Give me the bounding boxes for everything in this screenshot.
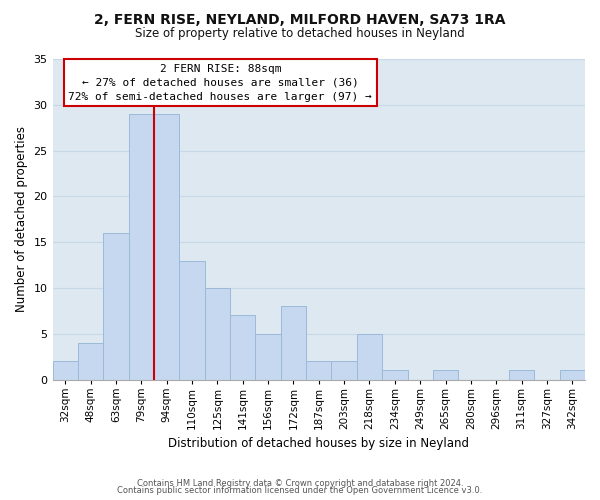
Text: Size of property relative to detached houses in Neyland: Size of property relative to detached ho…: [135, 28, 465, 40]
Bar: [179, 260, 205, 380]
Bar: [433, 370, 458, 380]
Bar: [331, 362, 357, 380]
Bar: [78, 343, 103, 380]
Bar: [154, 114, 179, 380]
X-axis label: Distribution of detached houses by size in Neyland: Distribution of detached houses by size …: [168, 437, 469, 450]
Text: 2, FERN RISE, NEYLAND, MILFORD HAVEN, SA73 1RA: 2, FERN RISE, NEYLAND, MILFORD HAVEN, SA…: [94, 12, 506, 26]
Bar: [53, 362, 78, 380]
Bar: [281, 306, 306, 380]
Bar: [560, 370, 585, 380]
Bar: [256, 334, 281, 380]
Bar: [205, 288, 230, 380]
Text: Contains HM Land Registry data © Crown copyright and database right 2024.: Contains HM Land Registry data © Crown c…: [137, 478, 463, 488]
Y-axis label: Number of detached properties: Number of detached properties: [15, 126, 28, 312]
Text: Contains public sector information licensed under the Open Government Licence v3: Contains public sector information licen…: [118, 486, 482, 495]
Bar: [128, 114, 154, 380]
Bar: [230, 316, 256, 380]
Bar: [509, 370, 534, 380]
Text: 2 FERN RISE: 88sqm
← 27% of detached houses are smaller (36)
72% of semi-detache: 2 FERN RISE: 88sqm ← 27% of detached hou…: [68, 64, 372, 102]
Bar: [306, 362, 331, 380]
Bar: [103, 233, 128, 380]
Bar: [357, 334, 382, 380]
Bar: [382, 370, 407, 380]
